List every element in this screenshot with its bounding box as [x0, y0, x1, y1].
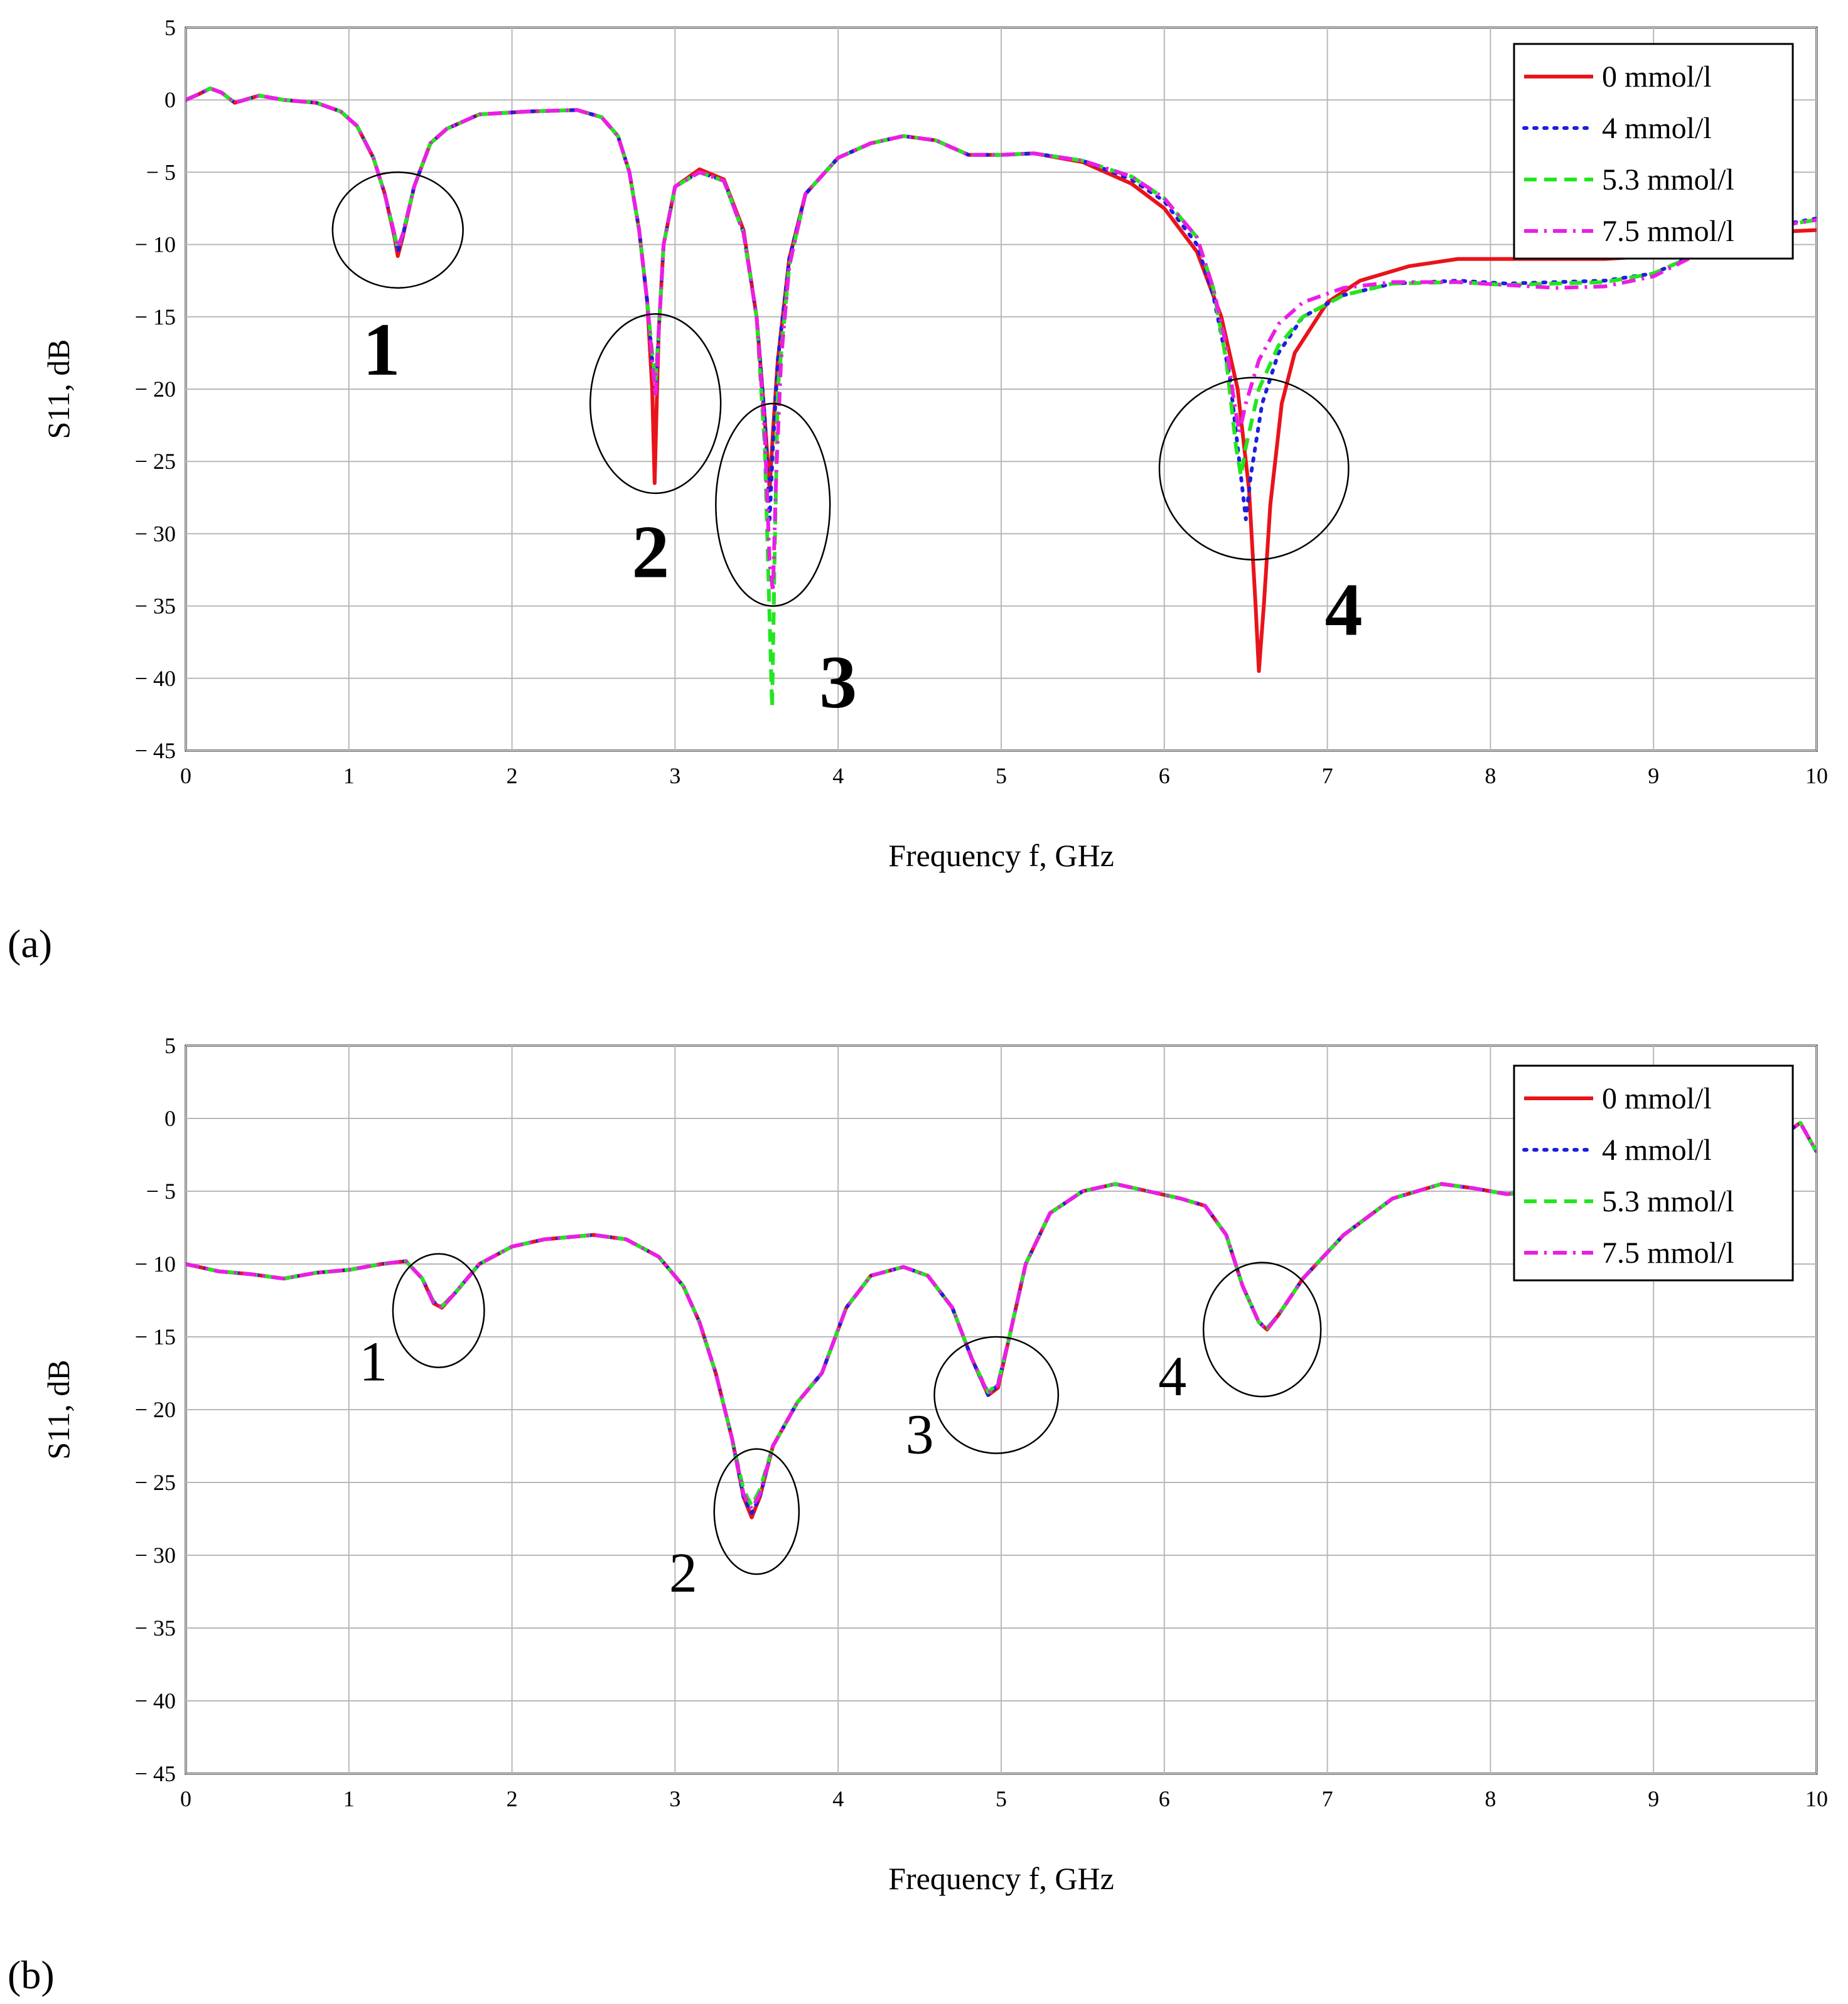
legend-label: 0 mmol/l: [1602, 1082, 1712, 1115]
y-tick-label: 5: [164, 1033, 176, 1058]
y-tick-label: − 40: [135, 666, 176, 691]
x-tick-label: 2: [507, 1786, 518, 1811]
series-line-7.5-mmol-l: [186, 1121, 1817, 1511]
legend-label: 5.3 mmol/l: [1602, 163, 1734, 196]
dip-label: 1: [359, 1331, 387, 1393]
legend-label: 4 mmol/l: [1602, 112, 1712, 145]
dip-label: 1: [363, 308, 400, 391]
dip-marker-circle: [933, 1336, 1060, 1454]
y-tick-label: 5: [164, 15, 176, 40]
y-tick-label: − 45: [135, 738, 176, 763]
x-tick-label: 8: [1485, 1786, 1496, 1811]
y-tick-label: − 40: [135, 1688, 176, 1713]
x-tick-label: 3: [669, 1786, 680, 1811]
legend-label: 0 mmol/l: [1602, 60, 1712, 94]
dip-label: 3: [819, 640, 857, 724]
dip-label: 4: [1325, 568, 1363, 651]
panel-label: (a): [8, 921, 52, 966]
x-tick-label: 9: [1648, 1786, 1659, 1811]
y-tick-label: − 35: [135, 1616, 176, 1641]
x-tick-label: 1: [343, 1786, 355, 1811]
y-tick-label: − 30: [135, 521, 176, 546]
y-tick-label: − 10: [135, 232, 176, 257]
dip-label: 2: [669, 1542, 697, 1604]
dip-label: 4: [1158, 1346, 1186, 1408]
series-line-5.3-mmol-l: [186, 86, 1817, 709]
x-tick-label: 6: [1159, 1786, 1170, 1811]
x-tick-label: 7: [1322, 763, 1333, 788]
x-tick-label: 0: [180, 1786, 191, 1811]
x-tick-label: 10: [1805, 763, 1828, 788]
legend: 0 mmol/l 4 mmol/l 5.3 mmol/l 7.5 mmol/l: [1513, 43, 1794, 260]
legend-label: 5.3 mmol/l: [1602, 1185, 1734, 1218]
panel-b: 0 1 2 3 4 5 6 7 8 9 10 5 0 − 5 − 10 − 15 − 20 − 25 − 30 − 3…: [8, 1033, 1828, 1997]
y-tick-label: − 15: [135, 304, 176, 330]
x-tick-label: 1: [343, 763, 355, 788]
y-tick-label: − 45: [135, 1761, 176, 1786]
x-axis-title: Frequency f, GHz: [888, 1861, 1114, 1896]
x-tick-label: 8: [1485, 763, 1496, 788]
dip-label: 2: [631, 510, 669, 594]
y-tick-label: − 10: [135, 1251, 176, 1277]
x-tick-label: 0: [180, 763, 191, 788]
legend-label: 4 mmol/l: [1602, 1133, 1712, 1167]
y-axis-title: S11, dB: [41, 1359, 76, 1459]
dip-marker-circle: [713, 1448, 800, 1575]
y-tick-label: − 20: [135, 377, 176, 402]
series-group: [186, 1121, 1817, 1519]
dip-marker-circle: [1202, 1262, 1322, 1398]
x-tick-label: 9: [1648, 763, 1659, 788]
x-axis-title: Frequency f, GHz: [888, 838, 1114, 873]
x-tick-label: 5: [996, 1786, 1007, 1811]
dip-marker-circle: [589, 313, 722, 495]
legend-box: [1513, 43, 1794, 260]
y-tick-label: 0: [164, 87, 176, 112]
x-tick-label: 3: [669, 763, 680, 788]
legend: 0 mmol/l 4 mmol/l 5.3 mmol/l 7.5 mmol/l: [1513, 1064, 1794, 1282]
dip-marker-circle: [331, 171, 464, 289]
panel-label: (b): [8, 1953, 55, 1997]
panel-a: 0 1 2 3 4 5 6 7 8 9 10 5 0 − 5 − 10 − 15 − 20 − 25 − 30 − 3…: [8, 15, 1828, 966]
dip-marker-circle: [1158, 377, 1350, 561]
x-tick-label: 7: [1322, 1786, 1333, 1811]
legend-label: 7.5 mmol/l: [1602, 1236, 1734, 1270]
legend-box: [1513, 1064, 1794, 1282]
y-tick-label: − 35: [135, 594, 176, 619]
x-tick-label: 10: [1805, 1786, 1828, 1811]
dip-label: 3: [906, 1404, 934, 1466]
x-tick-label: 5: [996, 763, 1007, 788]
y-tick-label: − 25: [135, 449, 176, 474]
y-tick-label: − 5: [146, 1179, 176, 1204]
y-tick-label: − 25: [135, 1470, 176, 1495]
y-tick-label: 0: [164, 1106, 176, 1131]
y-tick-label: − 15: [135, 1324, 176, 1349]
x-tick-label: 6: [1159, 763, 1170, 788]
x-tick-label: 2: [507, 763, 518, 788]
series-line-7.5-mmol-l: [186, 86, 1817, 594]
dip-marker-circle: [392, 1253, 485, 1368]
x-tick-label: 4: [832, 763, 844, 788]
y-tick-label: − 5: [146, 159, 176, 185]
y-axis-title: S11, dB: [41, 339, 76, 439]
y-tick-label: − 30: [135, 1543, 176, 1568]
x-tick-label: 4: [832, 1786, 844, 1811]
y-tick-label: − 20: [135, 1397, 176, 1422]
dip-marker-circle: [715, 402, 831, 607]
legend-label: 7.5 mmol/l: [1602, 215, 1734, 248]
